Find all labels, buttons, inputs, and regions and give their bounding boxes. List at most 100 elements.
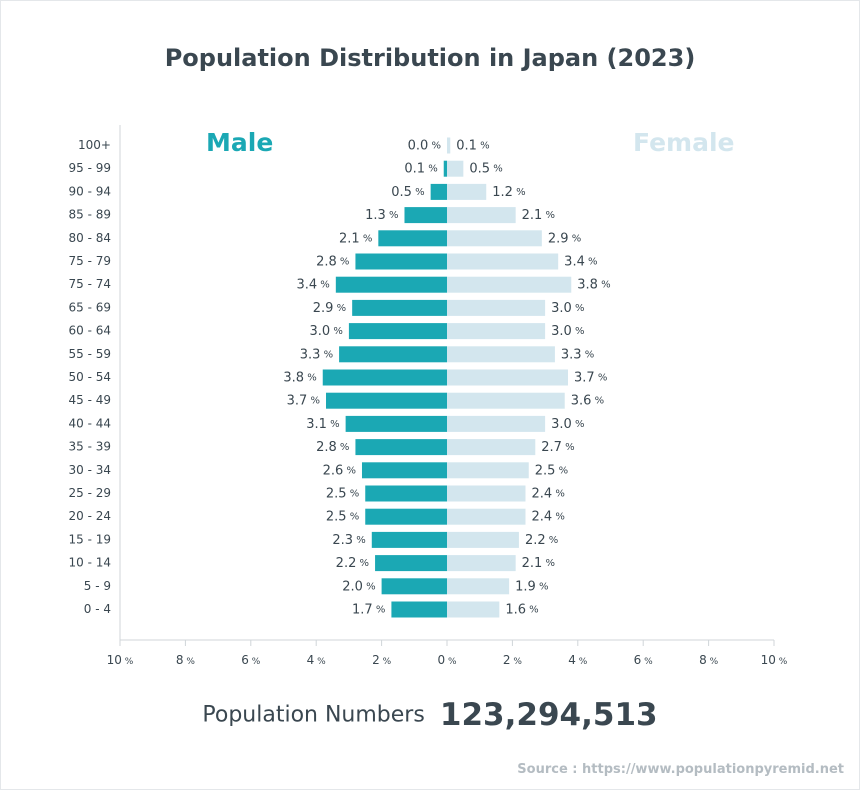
female-value-label: 2.1 %: [522, 556, 555, 571]
female-value-label: 3.7 %: [574, 370, 607, 385]
male-value-label: 3.1 %: [306, 416, 339, 431]
female-value-label: 3.8 %: [577, 277, 610, 292]
age-group-label: 35 - 39: [69, 440, 112, 454]
population-pyramid-chart: 10 % 8 % 6 % 4 % 2 % 0 % 2 % 4 % 6 % 8 % 10 % 100+ 0…: [69, 125, 788, 667]
female-bar: [447, 323, 546, 340]
age-group-label: 85 - 89: [69, 208, 112, 222]
male-value-label: 0.1 %: [404, 161, 437, 176]
male-bar: [355, 439, 447, 456]
age-group-label: 5 - 9: [84, 579, 111, 593]
female-value-label: 2.1 %: [522, 208, 555, 223]
male-value-label: 2.2 %: [336, 556, 369, 571]
female-value-label: 2.2 %: [525, 532, 558, 547]
female-value-label: 3.0 %: [551, 416, 584, 431]
male-value-label: 3.0 %: [310, 324, 343, 339]
population-value: 123,294,513: [439, 697, 658, 733]
male-value-label: 0.5 %: [391, 184, 424, 199]
male-bar: [365, 508, 447, 525]
male-value-label: 2.5 %: [326, 509, 359, 524]
male-bar: [348, 323, 447, 340]
x-tick-label: 10 %: [107, 653, 134, 667]
female-bar: [447, 207, 516, 224]
population-label: Population Numbers: [202, 702, 425, 728]
male-bar: [381, 578, 447, 595]
female-bar: [447, 299, 546, 316]
female-bar: [447, 485, 526, 502]
age-group-label: 50 - 54: [69, 370, 112, 384]
female-value-label: 2.4 %: [531, 486, 564, 501]
female-value-label: 3.0 %: [551, 324, 584, 339]
female-value-label: 1.2 %: [492, 184, 525, 199]
male-bar: [326, 392, 447, 409]
male-value-label: 2.8 %: [316, 440, 349, 455]
female-bar: [447, 578, 510, 595]
female-bar: [447, 253, 559, 270]
female-bar: [447, 392, 565, 409]
x-tick-label: 6 %: [634, 653, 654, 667]
male-bar: [365, 485, 447, 502]
age-group-label: 65 - 69: [69, 300, 112, 314]
x-tick-label: 2 %: [503, 653, 523, 667]
male-bar: [375, 555, 447, 572]
male-value-label: 2.8 %: [316, 254, 349, 269]
male-bar: [355, 253, 447, 270]
male-legend-label: Male: [206, 128, 274, 157]
male-bar: [430, 183, 447, 200]
male-bar: [322, 369, 447, 386]
female-value-label: 2.9 %: [548, 231, 581, 246]
age-group-label: 80 - 84: [69, 231, 112, 245]
male-value-label: 3.7 %: [287, 393, 320, 408]
male-value-label: 1.3 %: [365, 208, 398, 223]
age-group-label: 55 - 59: [69, 347, 112, 361]
x-tick-label: 10 %: [761, 653, 788, 667]
age-group-label: 0 - 4: [84, 602, 111, 616]
female-bar: [447, 508, 526, 525]
female-value-label: 3.0 %: [551, 300, 584, 315]
female-value-label: 2.5 %: [535, 463, 568, 478]
male-value-label: 1.7 %: [352, 602, 385, 617]
male-bar: [391, 601, 447, 618]
age-group-label: 20 - 24: [69, 509, 112, 523]
population-summary: Population Numbers 123,294,513: [0, 697, 860, 733]
age-group-label: 10 - 14: [69, 556, 112, 570]
male-value-label: 2.5 %: [326, 486, 359, 501]
age-group-label: 90 - 94: [69, 184, 112, 198]
female-bar: [447, 555, 516, 572]
age-group-label: 40 - 44: [69, 416, 112, 430]
age-group-label: 25 - 29: [69, 486, 112, 500]
female-bar: [447, 137, 451, 154]
age-group-label: 75 - 74: [69, 277, 112, 291]
male-bar: [371, 531, 447, 548]
female-bar: [447, 276, 572, 293]
female-value-label: 2.7 %: [541, 440, 574, 455]
age-group-label: 100+: [78, 138, 111, 152]
age-group-label: 30 - 34: [69, 463, 112, 477]
female-value-label: 3.4 %: [564, 254, 597, 269]
x-tick-label: 8 %: [176, 653, 196, 667]
chart-title: Population Distribution in Japan (2023): [164, 44, 696, 72]
female-bar: [447, 415, 546, 432]
female-bar: [447, 160, 464, 177]
male-bar: [361, 462, 447, 479]
female-bar: [447, 230, 542, 247]
male-bar: [345, 415, 447, 432]
male-bar: [335, 276, 447, 293]
male-value-label: 3.8 %: [283, 370, 316, 385]
female-value-label: 2.4 %: [531, 509, 564, 524]
male-bar: [339, 346, 447, 363]
female-bar: [447, 601, 500, 618]
female-value-label: 0.5 %: [469, 161, 502, 176]
x-tick-label: 8 %: [699, 653, 719, 667]
female-bar: [447, 346, 555, 363]
female-value-label: 1.6 %: [505, 602, 538, 617]
male-value-label: 2.3 %: [332, 532, 365, 547]
x-tick-label: 0 %: [437, 653, 457, 667]
x-tick-label: 2 %: [372, 653, 392, 667]
male-bar: [378, 230, 447, 247]
male-value-label: 0.0 %: [408, 138, 441, 153]
age-group-label: 45 - 49: [69, 393, 112, 407]
x-tick-label: 4 %: [568, 653, 588, 667]
age-group-label: 95 - 99: [69, 161, 112, 175]
female-value-label: 3.3 %: [561, 347, 594, 362]
female-bar: [447, 462, 529, 479]
